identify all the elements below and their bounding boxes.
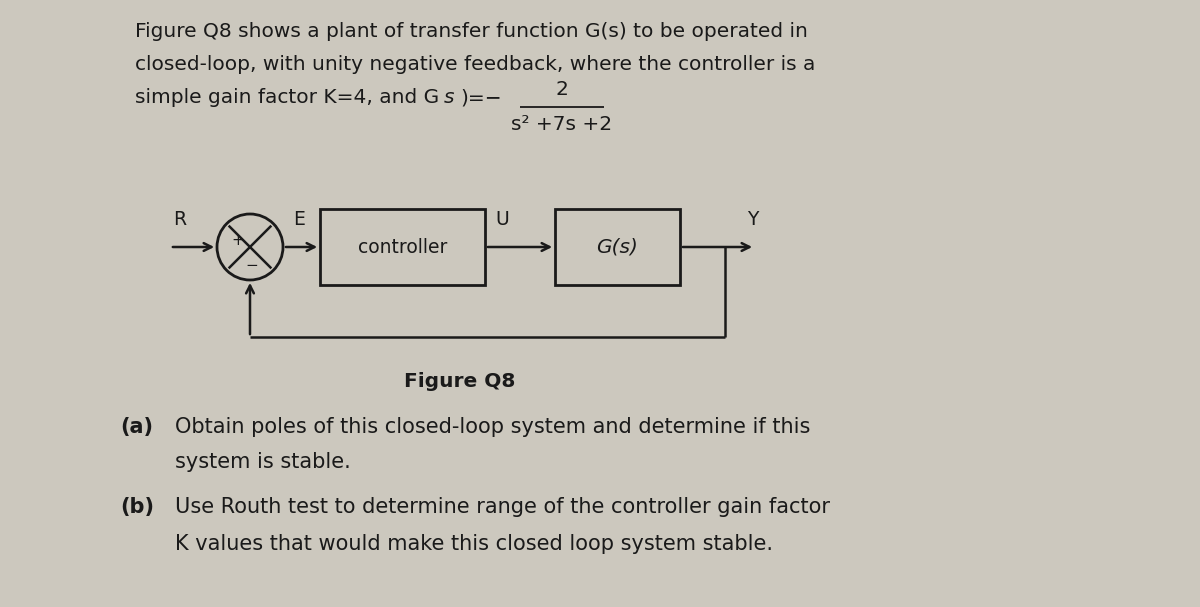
Text: U: U [494,209,509,228]
Text: Figure Q8 shows a plant of transfer function G(s) to be operated in: Figure Q8 shows a plant of transfer func… [134,22,808,41]
Text: +: + [232,233,244,248]
Text: (b): (b) [120,497,154,517]
Text: (a): (a) [120,417,154,437]
Text: Obtain poles of this closed-loop system and determine if this: Obtain poles of this closed-loop system … [175,417,810,437]
Text: s: s [444,88,455,107]
Text: Figure Q8: Figure Q8 [404,372,516,391]
Bar [554,209,680,285]
Text: closed-loop, with unity negative feedback, where the controller is a: closed-loop, with unity negative feedbac… [134,55,815,74]
Text: )=−: )=− [460,88,502,107]
Text: controller: controller [358,237,448,257]
Bar [320,209,485,285]
Text: s² +7s +2: s² +7s +2 [511,115,612,134]
Text: −: − [245,257,258,273]
Text: E: E [293,209,305,228]
Text: G(s): G(s) [596,237,638,257]
Text: system is stable.: system is stable. [175,452,350,472]
Text: Y: Y [746,209,758,228]
Text: K values that would make this closed loop system stable.: K values that would make this closed loo… [175,534,773,554]
Text: simple gain factor K=4, and G: simple gain factor K=4, and G [134,88,439,107]
Text: Use Routh test to determine range of the controller gain factor: Use Routh test to determine range of the… [175,497,830,517]
Text: 2: 2 [556,80,569,99]
Text: R: R [173,209,186,228]
